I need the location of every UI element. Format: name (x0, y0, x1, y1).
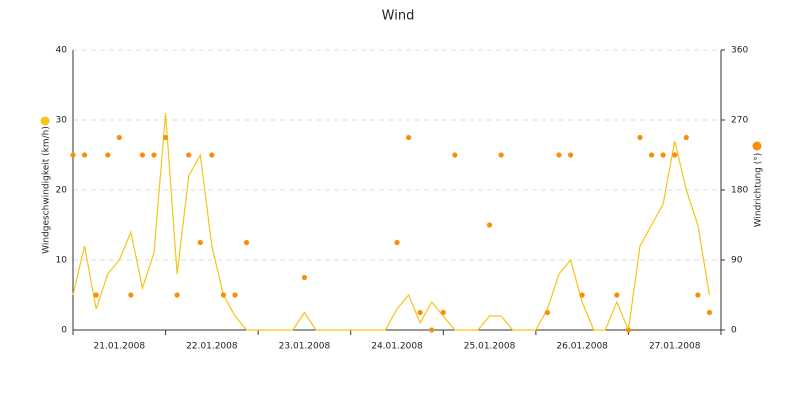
y2-tick-label: 90 (731, 256, 743, 266)
direction-point (105, 152, 111, 158)
x-tick-label: 24.01.2008 (371, 342, 423, 352)
direction-point (405, 134, 412, 141)
x-tick-label: 23.01.2008 (279, 342, 331, 352)
y2-tick-label: 180 (731, 186, 748, 196)
direction-point (174, 292, 180, 298)
direction-point (544, 309, 551, 316)
direction-point (186, 152, 192, 158)
direction-point (128, 292, 134, 298)
x-tick-label: 27.01.2008 (649, 342, 701, 352)
direction-point (429, 327, 435, 333)
direction-point (417, 309, 423, 316)
x-tick-label: 22.01.2008 (186, 342, 238, 352)
direction-point (660, 152, 666, 158)
x-tick-label: 21.01.2008 (94, 342, 146, 352)
direction-point (452, 152, 458, 158)
y2-tick-label: 270 (731, 116, 748, 126)
direction-point (486, 222, 493, 228)
direction-point (695, 292, 701, 298)
direction-point (197, 239, 203, 246)
direction-point (151, 152, 157, 158)
y-tick-label: 40 (56, 46, 68, 56)
y-tick-label: 20 (56, 186, 68, 196)
direction-point (70, 152, 76, 158)
chart-title: Wind (382, 9, 415, 24)
direction-point (220, 292, 227, 298)
y2-tick-label: 0 (731, 326, 737, 336)
legend-dot (752, 141, 762, 151)
direction-point (209, 152, 215, 158)
direction-point (81, 152, 88, 158)
y-tick-label: 10 (56, 256, 68, 266)
direction-point (672, 152, 678, 158)
direction-point (579, 292, 585, 298)
direction-point (648, 152, 655, 158)
direction-point (706, 309, 713, 316)
direction-point (637, 134, 643, 141)
direction-point (139, 152, 146, 158)
direction-point (556, 152, 562, 158)
y2-axis-label: Windrichtung (°) (754, 153, 764, 228)
direction-point (93, 292, 99, 298)
y-axis-label: Windgeschwindigkeit (km/h) (42, 126, 52, 254)
direction-point (232, 292, 238, 298)
direction-point (162, 134, 169, 141)
direction-point (440, 309, 446, 316)
legend-dot (40, 116, 50, 126)
x-tick-label: 25.01.2008 (464, 342, 516, 352)
direction-point (394, 239, 400, 246)
direction-point (301, 274, 308, 281)
y2-tick-label: 360 (731, 46, 748, 56)
direction-point (625, 327, 632, 333)
direction-point (614, 292, 620, 298)
y-tick-label: 0 (61, 326, 67, 336)
direction-point (567, 152, 574, 158)
speed-line (72, 112, 711, 333)
direction-point (683, 134, 689, 141)
direction-point (116, 134, 122, 141)
direction-point (243, 239, 250, 246)
direction-point (498, 152, 504, 158)
x-tick-label: 26.01.2008 (556, 342, 608, 352)
y-tick-label: 30 (56, 116, 68, 126)
